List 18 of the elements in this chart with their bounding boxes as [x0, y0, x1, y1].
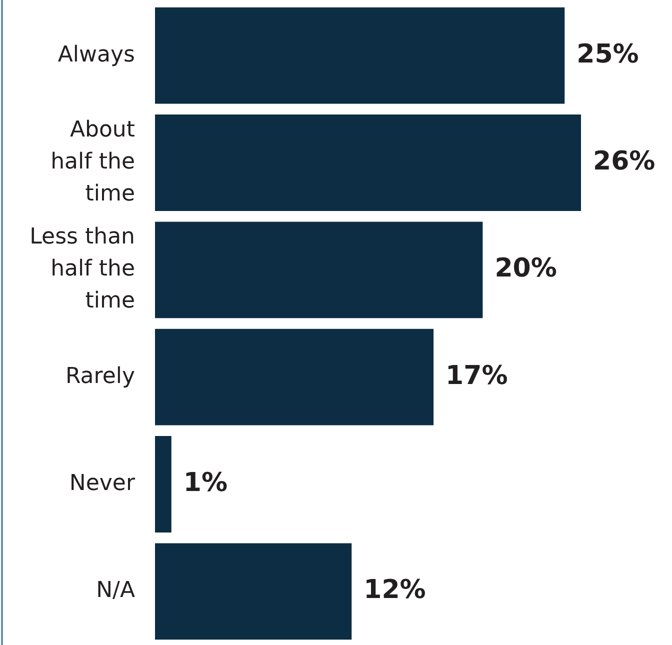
bar: [155, 222, 483, 318]
data-label: 17%: [446, 360, 508, 391]
bar: [155, 543, 352, 640]
y-tick-label: Rarely: [65, 364, 135, 389]
bar: [155, 436, 172, 532]
data-label: 12%: [364, 575, 426, 606]
y-tick-label: N/A: [96, 578, 135, 604]
y-tick-label: Always: [58, 42, 135, 68]
bar: [155, 328, 434, 426]
data-label: 1%: [183, 468, 228, 498]
y-tick-label: About half the time: [50, 118, 136, 206]
data-label: 20%: [494, 254, 557, 284]
data-label: 25%: [576, 39, 639, 70]
y-tick-label: Never: [69, 470, 136, 496]
data-label: 26%: [593, 146, 656, 176]
bar: [155, 7, 565, 104]
bar: [155, 114, 581, 211]
y-tick-label: Less than half the time: [30, 224, 135, 314]
